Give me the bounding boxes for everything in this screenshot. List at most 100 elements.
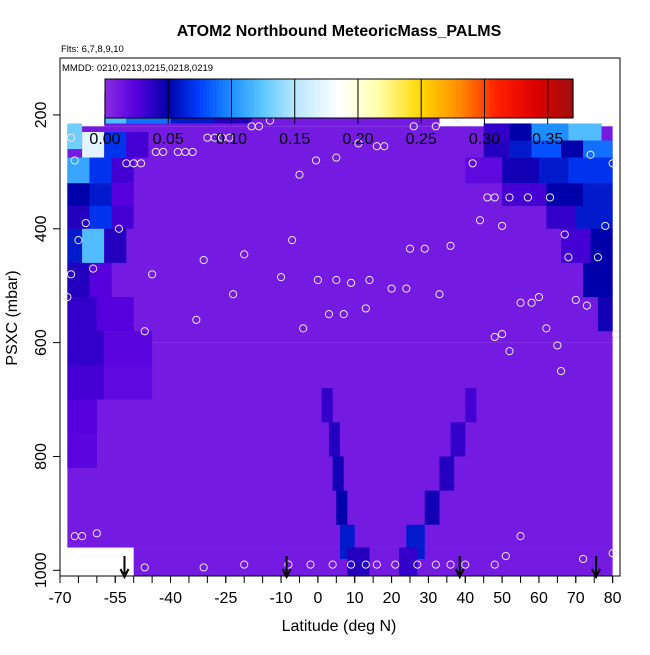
sample-marker (159, 147, 168, 157)
sample-marker (582, 301, 591, 310)
colorbar-swatch (402, 79, 407, 118)
field-cell (67, 433, 97, 468)
heatmap-field (67, 92, 613, 576)
dates-note: MMDD: 0210,0213,0215,0218,0219 (62, 63, 213, 74)
sample-marker (288, 236, 297, 245)
flight-arrow-head (281, 568, 292, 580)
sample-marker (199, 255, 208, 265)
colorbar-tick-label: 0.15 (279, 131, 310, 148)
field-cell (67, 399, 97, 434)
sample-marker (199, 563, 208, 572)
colorbar-swatch (310, 79, 315, 118)
field-cell (321, 388, 333, 423)
colorbar-swatch (364, 79, 369, 118)
sample-marker (475, 216, 485, 225)
sample-marker (140, 563, 149, 572)
sample-marker (361, 560, 370, 569)
colorbar-swatch (437, 79, 441, 118)
field-cell (546, 183, 584, 206)
colorbar-swatch (228, 79, 233, 118)
colorbar-swatch (206, 79, 210, 118)
sample-marker (564, 253, 573, 262)
sample-marker (346, 560, 356, 569)
x-tick-label: 20 (383, 590, 401, 607)
colorbar-swatch (269, 79, 274, 118)
colorbar-tick-label: 0.10 (216, 131, 247, 148)
colorbar-swatch (297, 79, 302, 118)
sample-marker (579, 554, 588, 564)
colorbar-swatch (500, 79, 505, 118)
sample-marker (140, 327, 149, 336)
y-tick-label: 200 (33, 101, 50, 128)
colorbar-swatch (468, 79, 473, 118)
colorbar-swatch (497, 79, 501, 118)
flight-arrows (119, 556, 601, 580)
colorbar-swatch (158, 79, 163, 118)
sample-marker (516, 298, 525, 307)
colorbar-swatch (326, 79, 331, 118)
x-axis: -70 -55 -40 -25 -10 0 10 20 30 40 50 60 70 80 (48, 576, 622, 607)
colorbar-swatch (225, 79, 229, 118)
x-tick-label: 40 (456, 590, 474, 607)
colorbar-swatch (130, 79, 135, 118)
colorbar-swatch (351, 79, 356, 118)
sample-marker (505, 193, 514, 202)
field-cell (67, 206, 90, 229)
x-tick-label: 70 (567, 590, 585, 607)
field-cell (67, 365, 105, 400)
sample-marker (328, 560, 337, 569)
colorbar-swatch (218, 79, 223, 118)
sample-marker (188, 147, 197, 157)
colorbar-swatch (180, 79, 185, 118)
colorbar-tick-label: 0.05 (153, 131, 184, 148)
field-cell (597, 297, 613, 332)
colorbar-swatch (547, 79, 552, 118)
colorbar-swatch (424, 79, 429, 118)
field-cell (89, 183, 112, 206)
field-cell (450, 422, 466, 457)
sample-marker (490, 193, 499, 202)
field-cell (568, 157, 613, 184)
sample-marker (560, 230, 569, 239)
field-cell (538, 157, 569, 184)
sample-marker (601, 221, 610, 231)
sample-marker (409, 122, 418, 131)
colorbar-swatch (376, 79, 381, 118)
sample-marker (405, 244, 415, 253)
field-cell (111, 183, 134, 206)
colorbar-swatch (560, 79, 565, 118)
colorbar-swatch (516, 79, 520, 118)
sample-marker (114, 224, 124, 233)
colorbar-swatch (506, 79, 511, 118)
sample-marker (505, 347, 514, 356)
field-cell (509, 123, 532, 141)
colorbar-swatch (478, 79, 482, 118)
sample-marker (534, 292, 544, 302)
y-axis-label: PSXC (mbar) (4, 270, 21, 365)
colorbar-swatch (392, 79, 397, 118)
field-cell (509, 140, 532, 158)
y-axis: 200 400 600 800 1000 (33, 101, 60, 588)
colorbar-swatch (414, 79, 419, 118)
colorbar-swatch (335, 79, 340, 118)
colorbar-swatch (538, 79, 542, 118)
colorbar-swatch (427, 79, 432, 118)
colorbar-swatch (474, 79, 479, 118)
colorbar-swatch (395, 79, 400, 118)
colorbar-swatch (329, 79, 334, 118)
sample-markers (63, 105, 620, 572)
sample-marker (391, 560, 400, 569)
sample-marker (542, 324, 551, 333)
colorbar-swatch (509, 79, 514, 118)
x-tick-label: 10 (346, 590, 364, 607)
sample-marker (63, 292, 72, 302)
flights-note: Flts: 6,7,8,9,10 (61, 44, 124, 55)
field-cell (104, 114, 127, 124)
sample-marker (225, 133, 234, 142)
colorbar-swatch (196, 79, 201, 118)
colorbar-swatch (149, 79, 154, 118)
colorbar-swatch (471, 79, 476, 118)
field-cell (332, 456, 344, 491)
sample-marker (284, 560, 293, 569)
field-cell (126, 132, 149, 158)
